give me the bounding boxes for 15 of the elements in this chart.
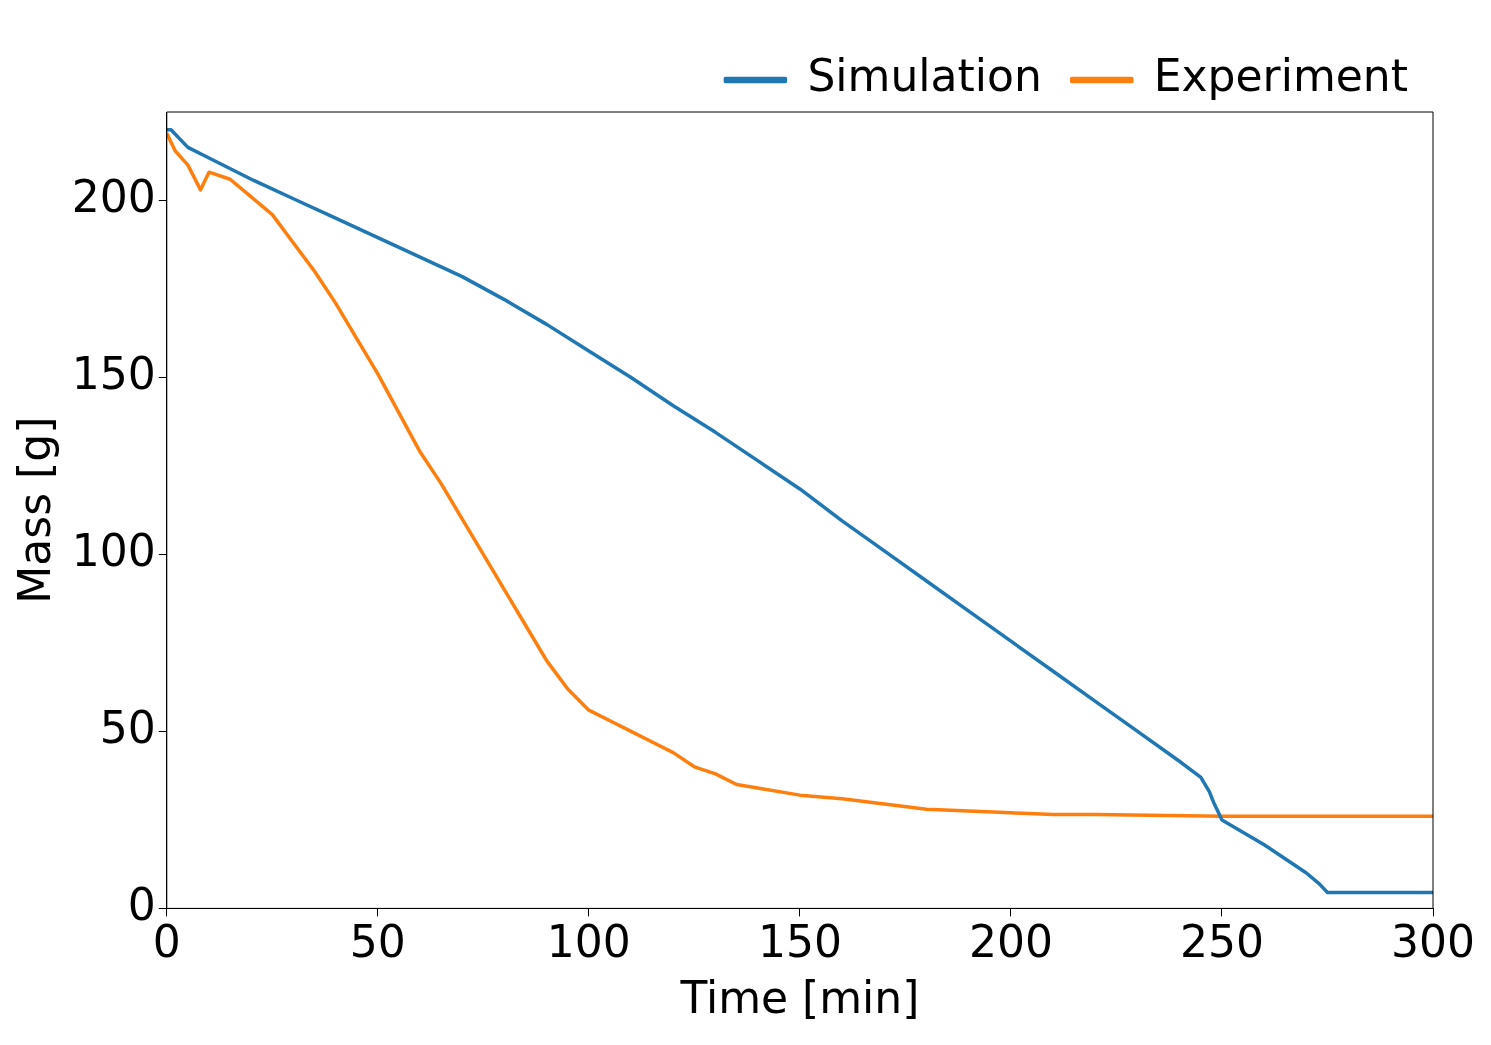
x-axis-title: Time [min] (679, 972, 920, 1024)
x-tick-label: 50 (349, 916, 406, 968)
y-tick-label: 200 (71, 170, 156, 222)
y-tick-label: 0 (127, 878, 156, 930)
y-tick-label: 150 (71, 347, 156, 399)
x-tick-label: 150 (757, 916, 842, 968)
x-tick-label: 300 (1391, 916, 1475, 968)
legend-label: Simulation (807, 50, 1042, 102)
legend-label: Experiment (1153, 50, 1409, 102)
y-tick-label: 50 (99, 701, 156, 753)
x-tick-label: 100 (546, 916, 631, 968)
x-tick-label: 200 (968, 916, 1053, 968)
y-axis-title: Mass [g] (8, 416, 60, 604)
x-tick-label: 250 (1179, 916, 1264, 968)
y-tick-label: 100 (71, 524, 156, 576)
